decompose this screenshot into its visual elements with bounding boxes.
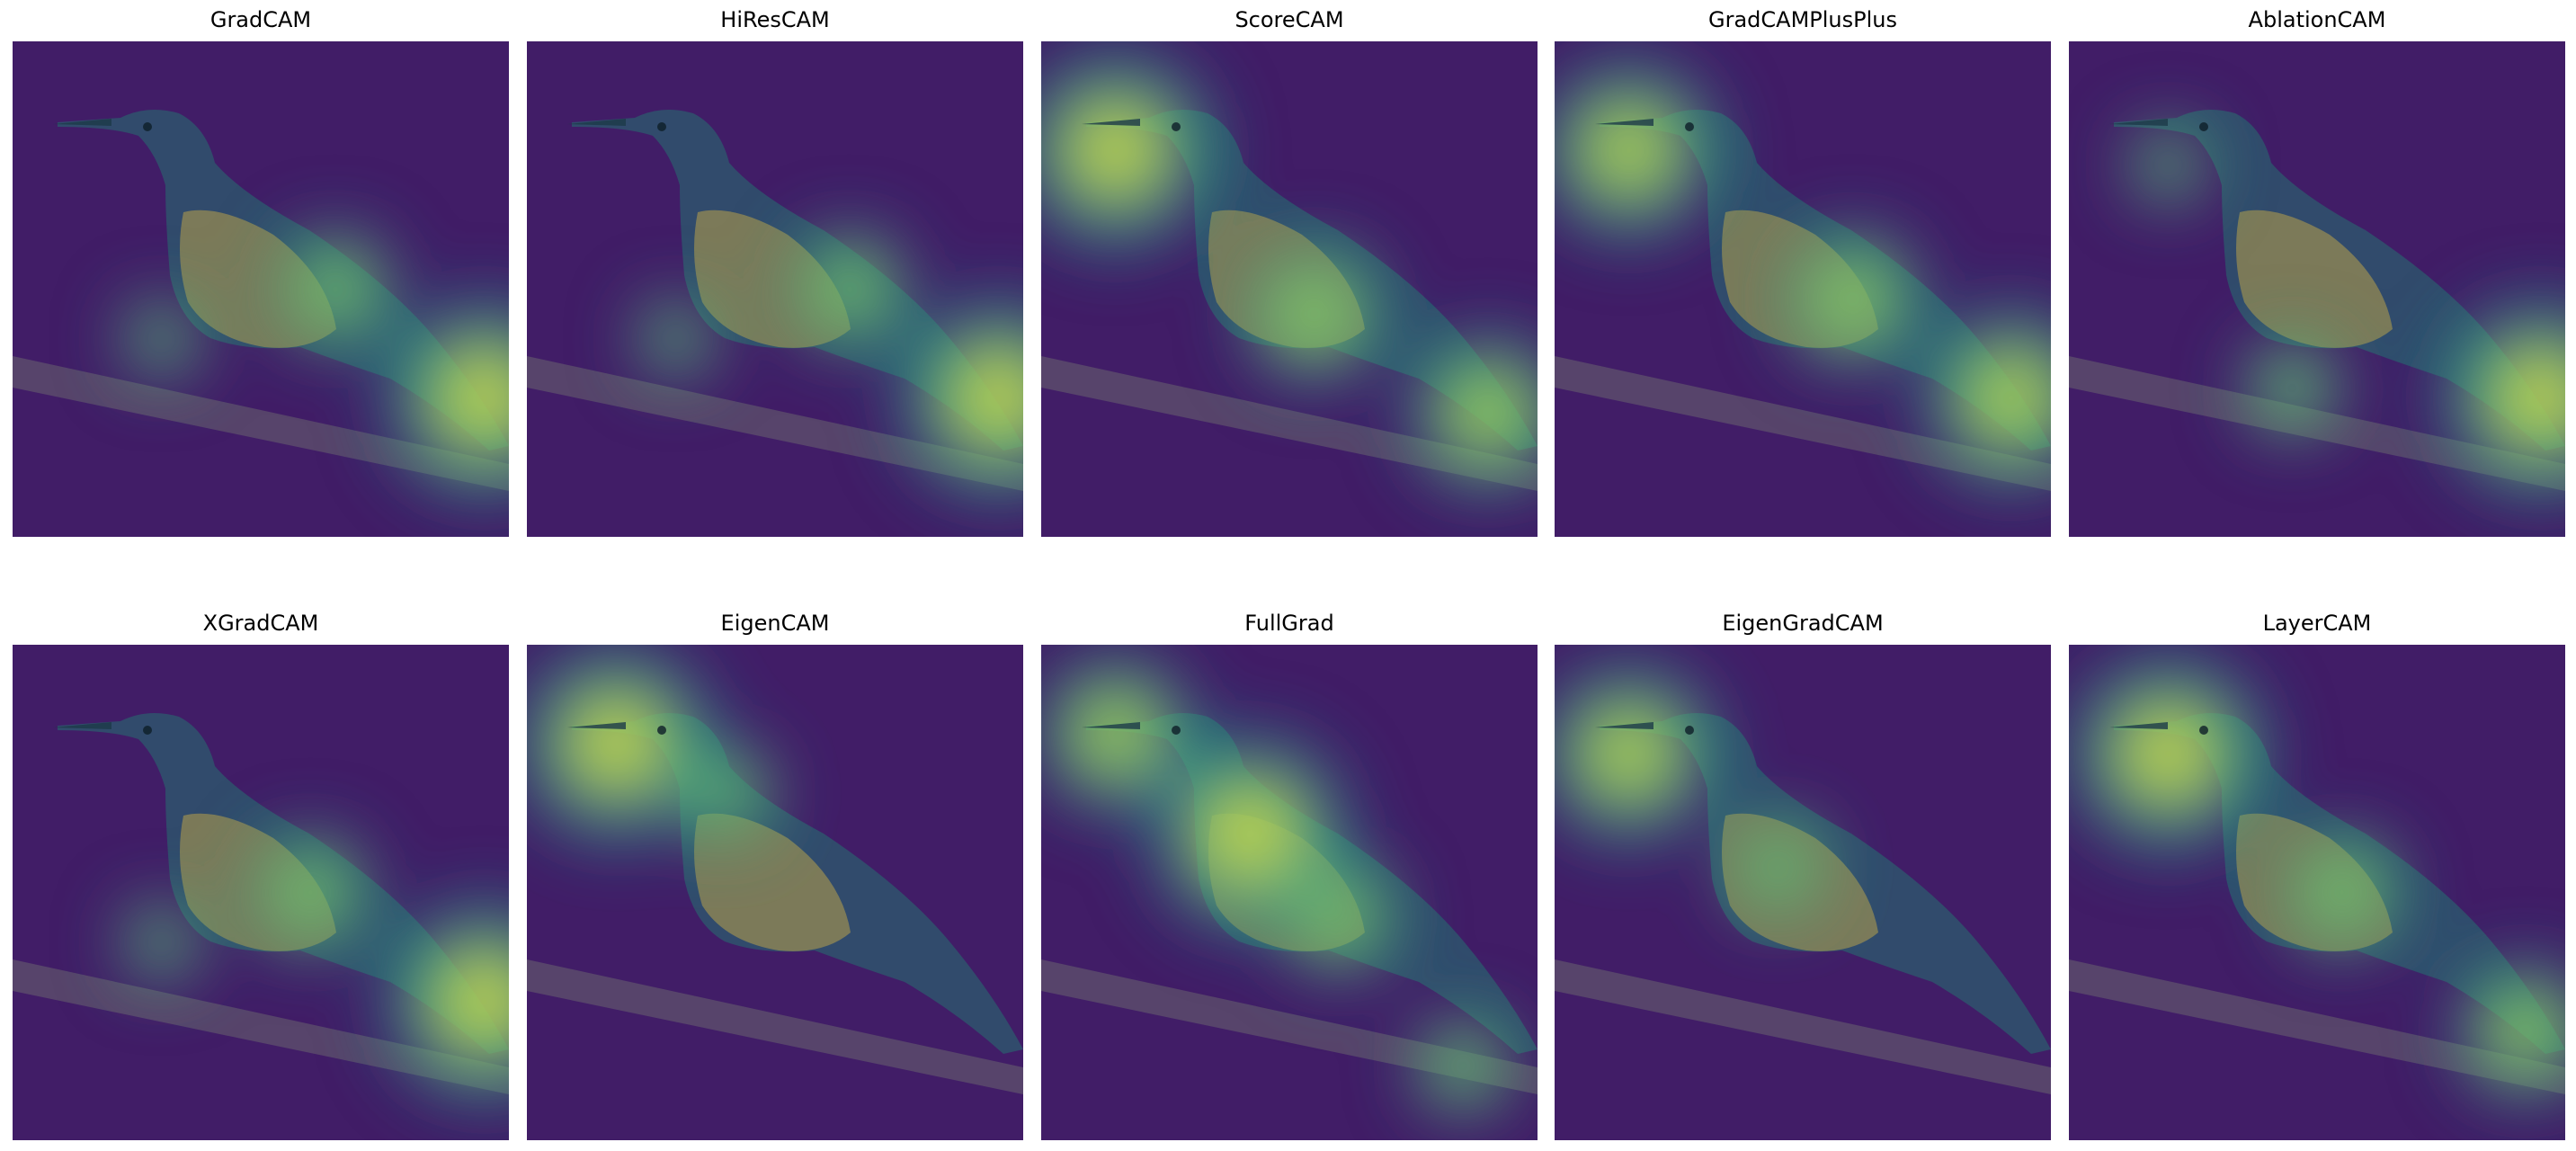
panel-title: EigenGradCAM: [1722, 611, 1884, 636]
panel-title: AblationCAM: [2248, 7, 2386, 32]
heatmap-overlay-image: [13, 41, 509, 537]
heatmap-overlay-image: [1041, 645, 1538, 1140]
heatmap-overlay-image: [1555, 41, 2051, 537]
panel-title: GradCAMPlusPlus: [1708, 7, 1897, 32]
branch-shape: [527, 959, 1023, 1094]
heatmap-overlay-image: [2069, 41, 2565, 537]
heatmap-overlay-image: [13, 645, 509, 1140]
heatmap-overlay-image: [527, 41, 1023, 537]
branch-shape: [13, 356, 509, 491]
heatmap-overlay-image: [1555, 645, 2051, 1140]
panel-title: FullGrad: [1244, 611, 1334, 636]
panel-title: LayerCAM: [2262, 611, 2372, 636]
branch-shape: [1555, 356, 2051, 491]
panel-title: ScoreCAM: [1235, 7, 1344, 32]
panel-title: EigenCAM: [720, 611, 830, 636]
panel-title: HiResCAM: [720, 7, 830, 32]
panel-title: GradCAM: [209, 7, 312, 32]
branch-shape: [527, 356, 1023, 491]
branch-shape: [2069, 959, 2565, 1094]
branch-shape: [1041, 356, 1538, 491]
branch-shape: [13, 959, 509, 1094]
branch-shape: [1041, 959, 1538, 1094]
heatmap-overlay-image: [527, 645, 1023, 1140]
heatmap-overlay-image: [2069, 645, 2565, 1140]
panel-title: XGradCAM: [202, 611, 319, 636]
heatmap-overlay-image: [1041, 41, 1538, 537]
branch-shape: [1555, 959, 2051, 1094]
